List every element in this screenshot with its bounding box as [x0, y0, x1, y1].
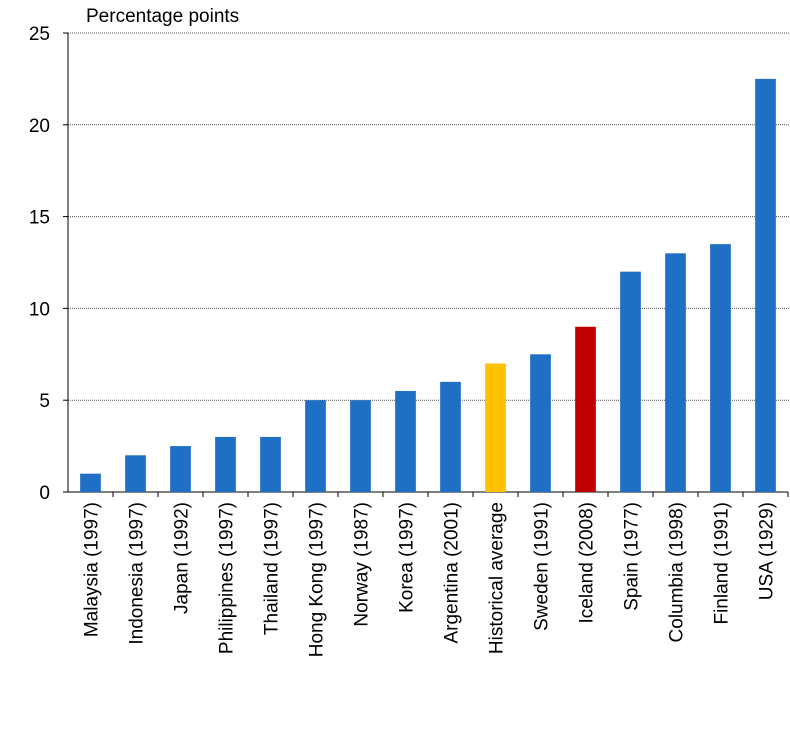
x-tick-label: Argentina (2001) — [442, 502, 463, 644]
x-tick-label: Malaysia (1997) — [82, 502, 103, 637]
bar — [440, 381, 461, 492]
x-tick-label: Hong Kong (1997) — [307, 502, 328, 657]
y-tick-label: 15 — [29, 208, 50, 229]
bar — [395, 391, 416, 492]
bar — [710, 244, 731, 492]
bar — [305, 400, 326, 492]
bar — [530, 354, 551, 492]
x-tick-label: Finland (1991) — [712, 502, 733, 625]
bar — [215, 436, 236, 492]
bar — [260, 436, 281, 492]
y-axis-label: Percentage points — [86, 6, 239, 27]
y-tick-label: 20 — [29, 116, 50, 137]
bar — [575, 326, 596, 492]
y-tick-label: 0 — [39, 483, 50, 504]
bar — [80, 473, 101, 492]
x-tick-label: Japan (1992) — [172, 502, 193, 614]
x-tick-label: Philippines (1997) — [217, 502, 238, 654]
bar — [485, 363, 506, 492]
bar — [350, 400, 371, 492]
x-tick-label: Historical average — [487, 502, 508, 654]
x-tick-label: Sweden (1991) — [532, 502, 553, 631]
bar — [170, 446, 191, 492]
x-tick-label: Norway (1987) — [352, 502, 373, 627]
bar — [755, 78, 776, 493]
y-tick-label: 10 — [29, 299, 50, 320]
x-tick-label: Korea (1997) — [397, 502, 418, 613]
y-tick-label: 25 — [29, 24, 50, 45]
x-tick-label: USA (1929) — [757, 502, 778, 600]
bar — [665, 253, 686, 492]
y-tick-label: 5 — [39, 391, 50, 412]
x-tick-label: Indonesia (1997) — [127, 502, 148, 645]
bar — [620, 271, 641, 492]
x-tick-label: Thailand (1997) — [262, 502, 283, 635]
x-tick-label: Columbia (1998) — [667, 502, 688, 642]
bar — [125, 455, 146, 492]
x-tick-label: Iceland (2008) — [577, 502, 598, 623]
x-tick-label: Spain (1977) — [622, 502, 643, 611]
